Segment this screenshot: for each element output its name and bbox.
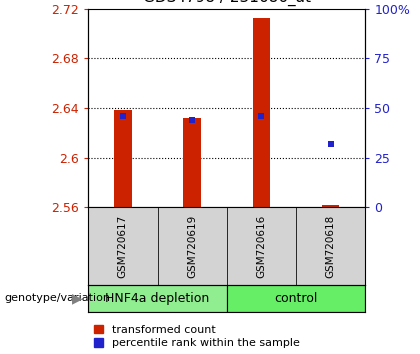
Bar: [227, 207, 296, 285]
Bar: [114, 110, 131, 207]
Bar: [88, 207, 158, 285]
Bar: [158, 207, 227, 285]
Text: HNF4a depletion: HNF4a depletion: [105, 292, 210, 305]
Text: genotype/variation: genotype/variation: [4, 293, 110, 303]
Text: ▶: ▶: [72, 291, 83, 305]
Text: GSM720617: GSM720617: [118, 215, 128, 278]
Bar: [88, 285, 227, 312]
Bar: [296, 207, 365, 285]
Text: GSM720616: GSM720616: [257, 215, 266, 278]
Text: control: control: [274, 292, 318, 305]
Title: GDS4798 / 231686_at: GDS4798 / 231686_at: [143, 0, 311, 6]
Bar: [184, 118, 201, 207]
Legend: transformed count, percentile rank within the sample: transformed count, percentile rank withi…: [94, 325, 299, 348]
Text: GSM720619: GSM720619: [187, 215, 197, 278]
Bar: [322, 205, 339, 207]
Bar: [227, 285, 365, 312]
Text: GSM720618: GSM720618: [326, 215, 336, 278]
Bar: [253, 18, 270, 207]
